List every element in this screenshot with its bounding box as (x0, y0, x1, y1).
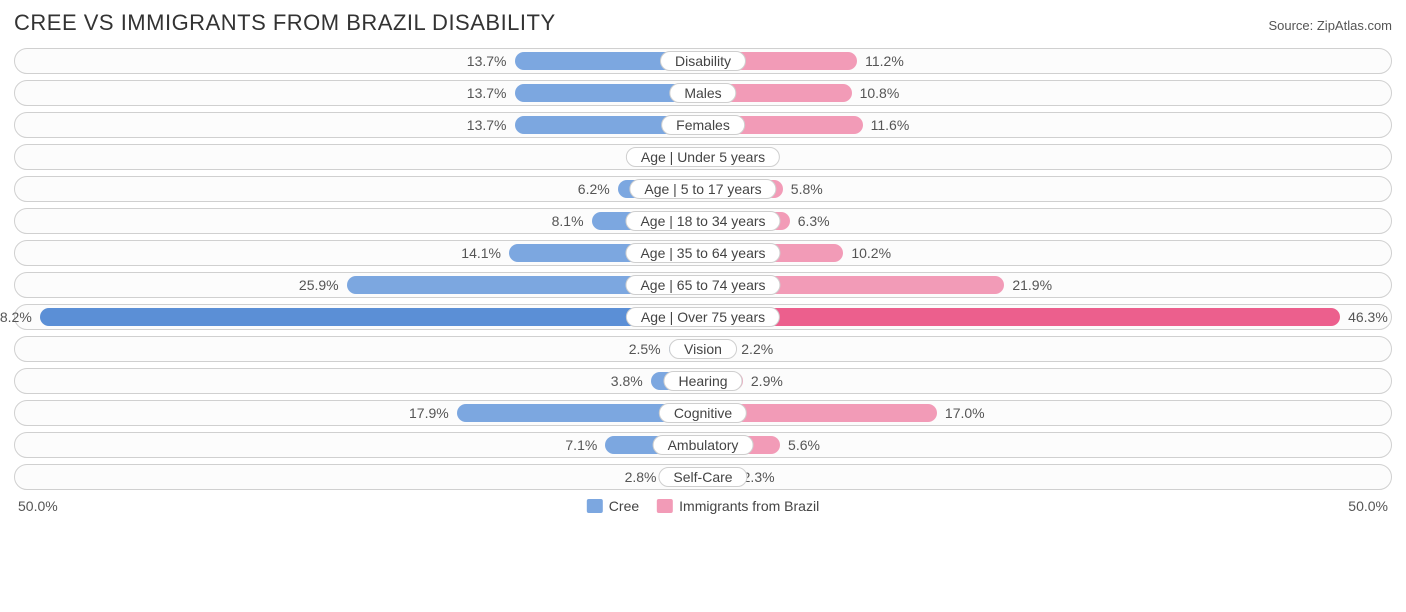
category-label: Age | 35 to 64 years (625, 243, 780, 263)
chart-row: 13.7% 10.8% Males (14, 80, 1392, 106)
category-label: Hearing (663, 371, 742, 391)
legend-item-right: Immigrants from Brazil (657, 498, 819, 514)
value-label-right: 2.2% (741, 337, 801, 361)
category-label: Females (661, 115, 745, 135)
value-label-left: 13.7% (447, 113, 507, 137)
legend-label-right: Immigrants from Brazil (679, 498, 819, 514)
chart-row: 1.4%1.4%Age | Under 5 years (14, 144, 1392, 170)
bar-right (703, 308, 1340, 326)
value-label-right: 10.8% (860, 81, 920, 105)
value-label-right: 11.2% (865, 49, 925, 73)
value-label-left: 48.2% (0, 305, 32, 329)
category-label: Age | 5 to 17 years (629, 179, 776, 199)
value-label-right: 6.3% (798, 209, 858, 233)
value-label-left: 13.7% (447, 49, 507, 73)
value-label-right: 2.3% (743, 465, 803, 489)
category-label: Age | Under 5 years (626, 147, 780, 167)
chart-header: CREE VS IMMIGRANTS FROM BRAZIL DISABILIT… (14, 10, 1392, 36)
category-label: Ambulatory (653, 435, 754, 455)
category-label: Self-Care (658, 467, 747, 487)
legend-label-left: Cree (609, 498, 639, 514)
legend: Cree Immigrants from Brazil (587, 498, 819, 514)
value-label-left: 13.7% (447, 81, 507, 105)
value-label-left: 2.8% (596, 465, 656, 489)
chart-row: 2.5% 2.2%Vision (14, 336, 1392, 362)
value-label-left: 3.8% (583, 369, 643, 393)
value-label-right: 10.2% (851, 241, 911, 265)
value-label-right: 46.3% (1348, 305, 1406, 329)
value-label-left: 2.5% (601, 337, 661, 361)
legend-swatch-left (587, 499, 603, 513)
category-label: Disability (660, 51, 746, 71)
chart-row: 2.8% 2.3%Self-Care (14, 464, 1392, 490)
chart-source: Source: ZipAtlas.com (1268, 18, 1392, 33)
value-label-left: 25.9% (279, 273, 339, 297)
chart-row: 6.2% 5.8% Age | 5 to 17 years (14, 176, 1392, 202)
value-label-right: 2.9% (751, 369, 811, 393)
chart-row: 17.9% 17.0% Cognitive (14, 400, 1392, 426)
chart-row: 13.7% 11.6% Females (14, 112, 1392, 138)
bar-left (40, 308, 703, 326)
value-label-right: 5.6% (788, 433, 848, 457)
category-label: Vision (669, 339, 737, 359)
legend-swatch-right (657, 499, 673, 513)
category-label: Cognitive (659, 403, 747, 423)
value-label-right: 11.6% (871, 113, 931, 137)
category-label: Age | 65 to 74 years (625, 275, 780, 295)
value-label-left: 14.1% (441, 241, 501, 265)
value-label-right: 21.9% (1012, 273, 1072, 297)
value-label-left: 6.2% (550, 177, 610, 201)
legend-item-left: Cree (587, 498, 639, 514)
value-label-right: 5.8% (791, 177, 851, 201)
value-label-left: 7.1% (537, 433, 597, 457)
category-label: Males (669, 83, 736, 103)
axis-label-right: 50.0% (1348, 498, 1388, 514)
value-label-right: 17.0% (945, 401, 1005, 425)
chart-row: 8.1% 6.3% Age | 18 to 34 years (14, 208, 1392, 234)
value-label-left: 17.9% (389, 401, 449, 425)
chart-footer: 50.0% Cree Immigrants from Brazil 50.0% (14, 496, 1392, 518)
value-label-left: 8.1% (524, 209, 584, 233)
chart-title: CREE VS IMMIGRANTS FROM BRAZIL DISABILIT… (14, 10, 556, 36)
chart-row: 13.7% 11.2% Disability (14, 48, 1392, 74)
chart-row: 3.8% 2.9% Hearing (14, 368, 1392, 394)
chart-row: 14.1% 10.2% Age | 35 to 64 years (14, 240, 1392, 266)
axis-label-left: 50.0% (18, 498, 58, 514)
category-label: Age | Over 75 years (626, 307, 780, 327)
chart-row: 25.9% 21.9% Age | 65 to 74 years (14, 272, 1392, 298)
chart-row: 7.1% 5.6% Ambulatory (14, 432, 1392, 458)
chart-row: 48.2%46.3%Age | Over 75 years (14, 304, 1392, 330)
category-label: Age | 18 to 34 years (625, 211, 780, 231)
chart-rows: 13.7%11.2%Disability13.7%10.8%Males13.7%… (14, 48, 1392, 490)
